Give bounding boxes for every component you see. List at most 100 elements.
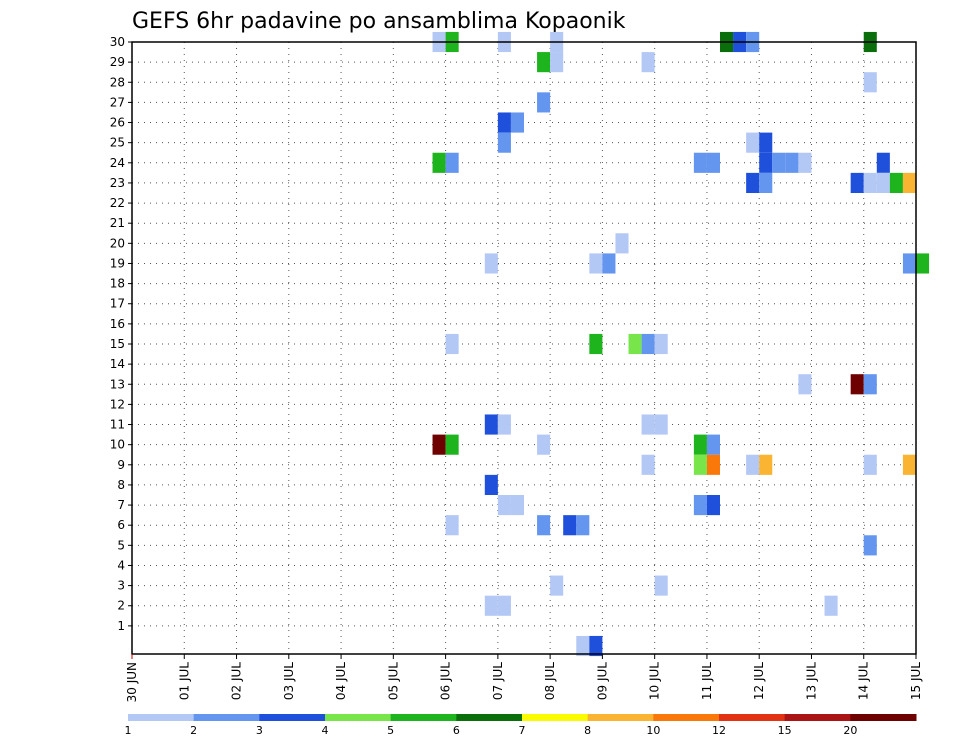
heatmap-cell (484, 253, 498, 274)
heatmap-cell (497, 112, 511, 133)
y-tick-label: 11 (110, 418, 125, 432)
y-tick-label: 16 (110, 317, 125, 331)
heatmap-cell (863, 374, 877, 395)
y-tick-label: 12 (110, 397, 125, 411)
y-tick-label: 17 (110, 297, 125, 311)
y-tick-label: 19 (110, 256, 125, 270)
heatmap-cell (510, 495, 524, 516)
y-tick-label: 3 (117, 579, 125, 593)
y-tick-label: 2 (117, 599, 125, 613)
legend-label: 3 (256, 724, 263, 737)
heatmap-cell (589, 253, 603, 274)
legend-swatch (259, 714, 326, 721)
heatmap-cell (798, 374, 812, 395)
y-tick-label: 18 (110, 277, 125, 291)
heatmap-cell (876, 172, 890, 193)
heatmap-cell (537, 92, 551, 113)
heatmap-cell (497, 495, 511, 516)
heatmap-cell (654, 414, 668, 435)
legend: 1 2 3 4 5 6 7 8 10 12 15 20 (125, 714, 917, 737)
heatmap-cell (576, 635, 590, 657)
legend-label: 20 (843, 724, 857, 737)
heatmap-cell (759, 454, 773, 475)
x-tick-label: 15 JUL (909, 662, 923, 700)
heatmap-cell (746, 132, 760, 153)
heatmap-cell (484, 474, 498, 495)
legend-swatch (325, 714, 392, 721)
legend-swatch (719, 714, 786, 721)
legend-swatch (128, 714, 195, 721)
legend-label: 6 (453, 724, 460, 737)
heatmap-cell (445, 515, 459, 536)
heatmap-cell (876, 152, 890, 173)
legend-swatch (390, 714, 457, 721)
y-tick-label: 5 (117, 538, 125, 552)
y-tick-label: 28 (110, 75, 125, 89)
heatmap-cell (746, 454, 760, 475)
heatmap-cell (916, 253, 930, 274)
x-tick-label: 05 JUL (386, 662, 400, 700)
y-tick-label: 15 (110, 337, 125, 351)
y-tick-label: 10 (110, 438, 125, 452)
heatmap-cell (902, 253, 916, 274)
y-tick-label: 21 (110, 216, 125, 230)
y-tick-label: 23 (110, 176, 125, 190)
x-tick-label: 06 JUL (439, 662, 453, 700)
heatmap-cell (693, 434, 707, 455)
legend-swatch (456, 714, 523, 721)
heatmap-cell (576, 515, 590, 536)
heatmap-cell (589, 635, 603, 657)
heatmap-cell (706, 454, 720, 475)
heatmap-cell (902, 454, 916, 475)
y-tick-label: 22 (110, 196, 125, 210)
legend-label: 2 (190, 724, 197, 737)
heatmap-cell (615, 233, 629, 254)
x-tick-label: 01 JUL (177, 662, 191, 700)
x-tick-label: 04 JUL (334, 662, 348, 700)
heatmap-cell (445, 333, 459, 355)
legend-label: 5 (387, 724, 394, 737)
heatmap-cell (785, 152, 799, 173)
y-axis: 1234567891011121314151617181920212223242… (110, 35, 132, 633)
heatmap-cell (537, 515, 551, 536)
legend-label: 4 (322, 724, 329, 737)
cells (432, 31, 930, 657)
legend-label: 7 (519, 724, 526, 737)
heatmap-cell (759, 152, 773, 173)
legend-swatch (587, 714, 654, 721)
heatmap-cell (889, 172, 903, 193)
heatmap-cell (563, 515, 577, 536)
y-tick-label: 7 (117, 498, 125, 512)
heatmap-cell (654, 333, 668, 355)
grid (132, 41, 917, 654)
legend-label: 12 (712, 724, 726, 737)
heatmap-cell (824, 595, 838, 616)
y-tick-label: 26 (110, 116, 125, 130)
y-tick-label: 29 (110, 55, 125, 69)
y-tick-label: 13 (110, 377, 125, 391)
heatmap-cell (641, 333, 655, 355)
heatmap-cell (798, 152, 812, 173)
x-tick-label: 14 JUL (857, 662, 871, 700)
heatmap-cell (746, 172, 760, 193)
x-tick-label: 30 JUN (125, 662, 139, 702)
heatmap-cell (772, 152, 786, 173)
x-tick-label: 13 JUL (804, 662, 818, 700)
heatmap-cell (850, 172, 864, 193)
heatmap-cell (497, 132, 511, 153)
heatmap-cell (863, 72, 877, 93)
x-tick-label: 10 JUL (648, 662, 662, 700)
y-tick-label: 4 (117, 558, 125, 572)
heatmap-cell (863, 172, 877, 193)
heatmap-cell (693, 495, 707, 516)
heatmap-cell (759, 172, 773, 193)
y-tick-label: 6 (117, 518, 125, 532)
heatmap-cell (654, 575, 668, 596)
x-tick-label: 07 JUL (491, 662, 505, 700)
y-tick-label: 25 (110, 136, 125, 150)
heatmap-cell (550, 52, 564, 73)
y-tick-label: 1 (117, 619, 125, 633)
heatmap-cell (432, 152, 446, 173)
x-tick-label: 02 JUL (230, 662, 244, 700)
heatmap-cell (497, 414, 511, 435)
